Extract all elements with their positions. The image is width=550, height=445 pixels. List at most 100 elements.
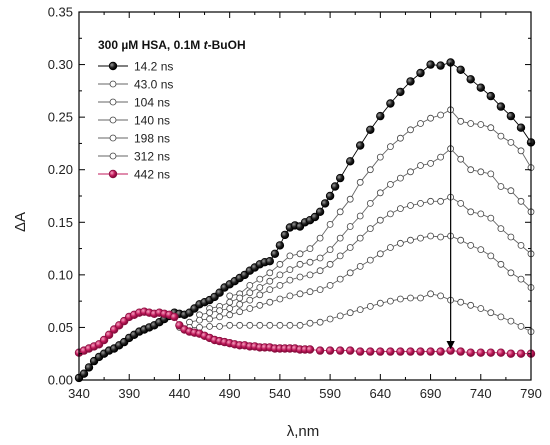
data-point — [256, 301, 264, 309]
legend-marker — [109, 80, 117, 88]
x-tick-label: 790 — [520, 386, 542, 401]
data-point — [326, 246, 334, 254]
y-axis-label: ΔA — [12, 212, 29, 232]
data-point — [407, 236, 414, 244]
data-point — [366, 125, 375, 134]
data-point — [336, 234, 344, 242]
data-point — [286, 276, 294, 284]
data-point — [270, 249, 280, 258]
data-point — [320, 199, 330, 208]
data-point — [426, 347, 435, 356]
data-point — [306, 319, 314, 327]
data-point — [296, 290, 304, 298]
data-point — [456, 347, 465, 356]
data-point — [517, 147, 525, 155]
data-point — [346, 346, 355, 355]
data-point — [376, 347, 385, 356]
plot-layer — [74, 58, 536, 383]
data-point — [305, 345, 315, 354]
data-point — [507, 233, 515, 241]
data-point — [376, 111, 385, 121]
data-point — [457, 298, 465, 306]
legend-label: 198 ns — [134, 132, 170, 146]
data-point — [417, 294, 424, 302]
data-point — [407, 126, 414, 134]
legend-item: 43.0 ns — [98, 78, 173, 92]
data-point — [226, 321, 234, 329]
data-point — [280, 230, 290, 240]
data-point — [416, 347, 425, 356]
data-point — [336, 275, 344, 283]
data-point — [326, 315, 334, 323]
data-point — [286, 321, 294, 329]
data-point — [236, 308, 244, 316]
data-point — [356, 306, 364, 314]
data-point — [276, 295, 284, 303]
data-point — [356, 347, 365, 356]
data-point — [246, 296, 254, 304]
data-point — [457, 199, 465, 207]
data-point — [216, 313, 224, 321]
data-point — [296, 260, 304, 268]
data-point — [366, 256, 374, 264]
x-tick-label: 640 — [369, 386, 391, 401]
series-4 — [196, 193, 535, 319]
data-point — [467, 120, 475, 127]
data-point — [427, 159, 435, 167]
data-point — [396, 174, 404, 182]
data-point — [457, 236, 465, 244]
data-point — [325, 346, 335, 355]
data-point — [407, 294, 414, 302]
data-point — [386, 244, 394, 251]
data-point — [386, 297, 394, 305]
data-point — [226, 305, 234, 312]
series-line — [199, 196, 532, 316]
data-point — [226, 298, 234, 306]
y-tick-label: 0.25 — [48, 110, 73, 125]
data-point — [386, 210, 394, 218]
legend-item: 104 ns — [98, 96, 170, 110]
data-point — [276, 321, 284, 329]
data-point — [386, 347, 395, 356]
data-point — [316, 254, 324, 262]
data-point — [477, 168, 485, 176]
y-tick-label: 0.30 — [48, 57, 73, 72]
data-point — [477, 210, 485, 218]
legend-marker — [109, 116, 117, 124]
data-point — [356, 141, 365, 150]
data-point — [336, 252, 344, 260]
legend-item: 14.2 ns — [98, 60, 173, 74]
data-point — [437, 111, 445, 119]
data-point — [427, 290, 435, 298]
data-point — [356, 212, 364, 220]
data-point — [236, 294, 244, 302]
data-point — [476, 83, 485, 92]
data-point — [325, 191, 335, 201]
data-point — [206, 309, 214, 317]
data-point — [417, 162, 424, 169]
data-point — [316, 267, 324, 275]
legend-label: 14.2 ns — [134, 60, 173, 74]
legend-item: 140 ns — [98, 114, 170, 128]
data-point — [286, 252, 294, 260]
data-point — [326, 281, 334, 289]
data-point — [266, 286, 274, 294]
data-point — [437, 197, 445, 205]
legend-marker — [109, 98, 117, 106]
data-point — [476, 348, 485, 357]
data-point — [206, 315, 214, 323]
data-point — [346, 195, 354, 203]
x-tick-label: 490 — [219, 386, 241, 401]
data-point — [516, 349, 526, 358]
data-point — [456, 65, 465, 74]
data-point — [306, 271, 314, 279]
data-point — [416, 68, 425, 78]
data-point — [457, 155, 465, 163]
data-point — [477, 246, 485, 254]
data-point — [407, 168, 414, 176]
data-point — [396, 87, 405, 97]
data-point — [336, 173, 345, 183]
legend-label: 43.0 ns — [134, 78, 173, 92]
data-point — [315, 207, 325, 216]
x-tick-label: 590 — [319, 386, 341, 401]
